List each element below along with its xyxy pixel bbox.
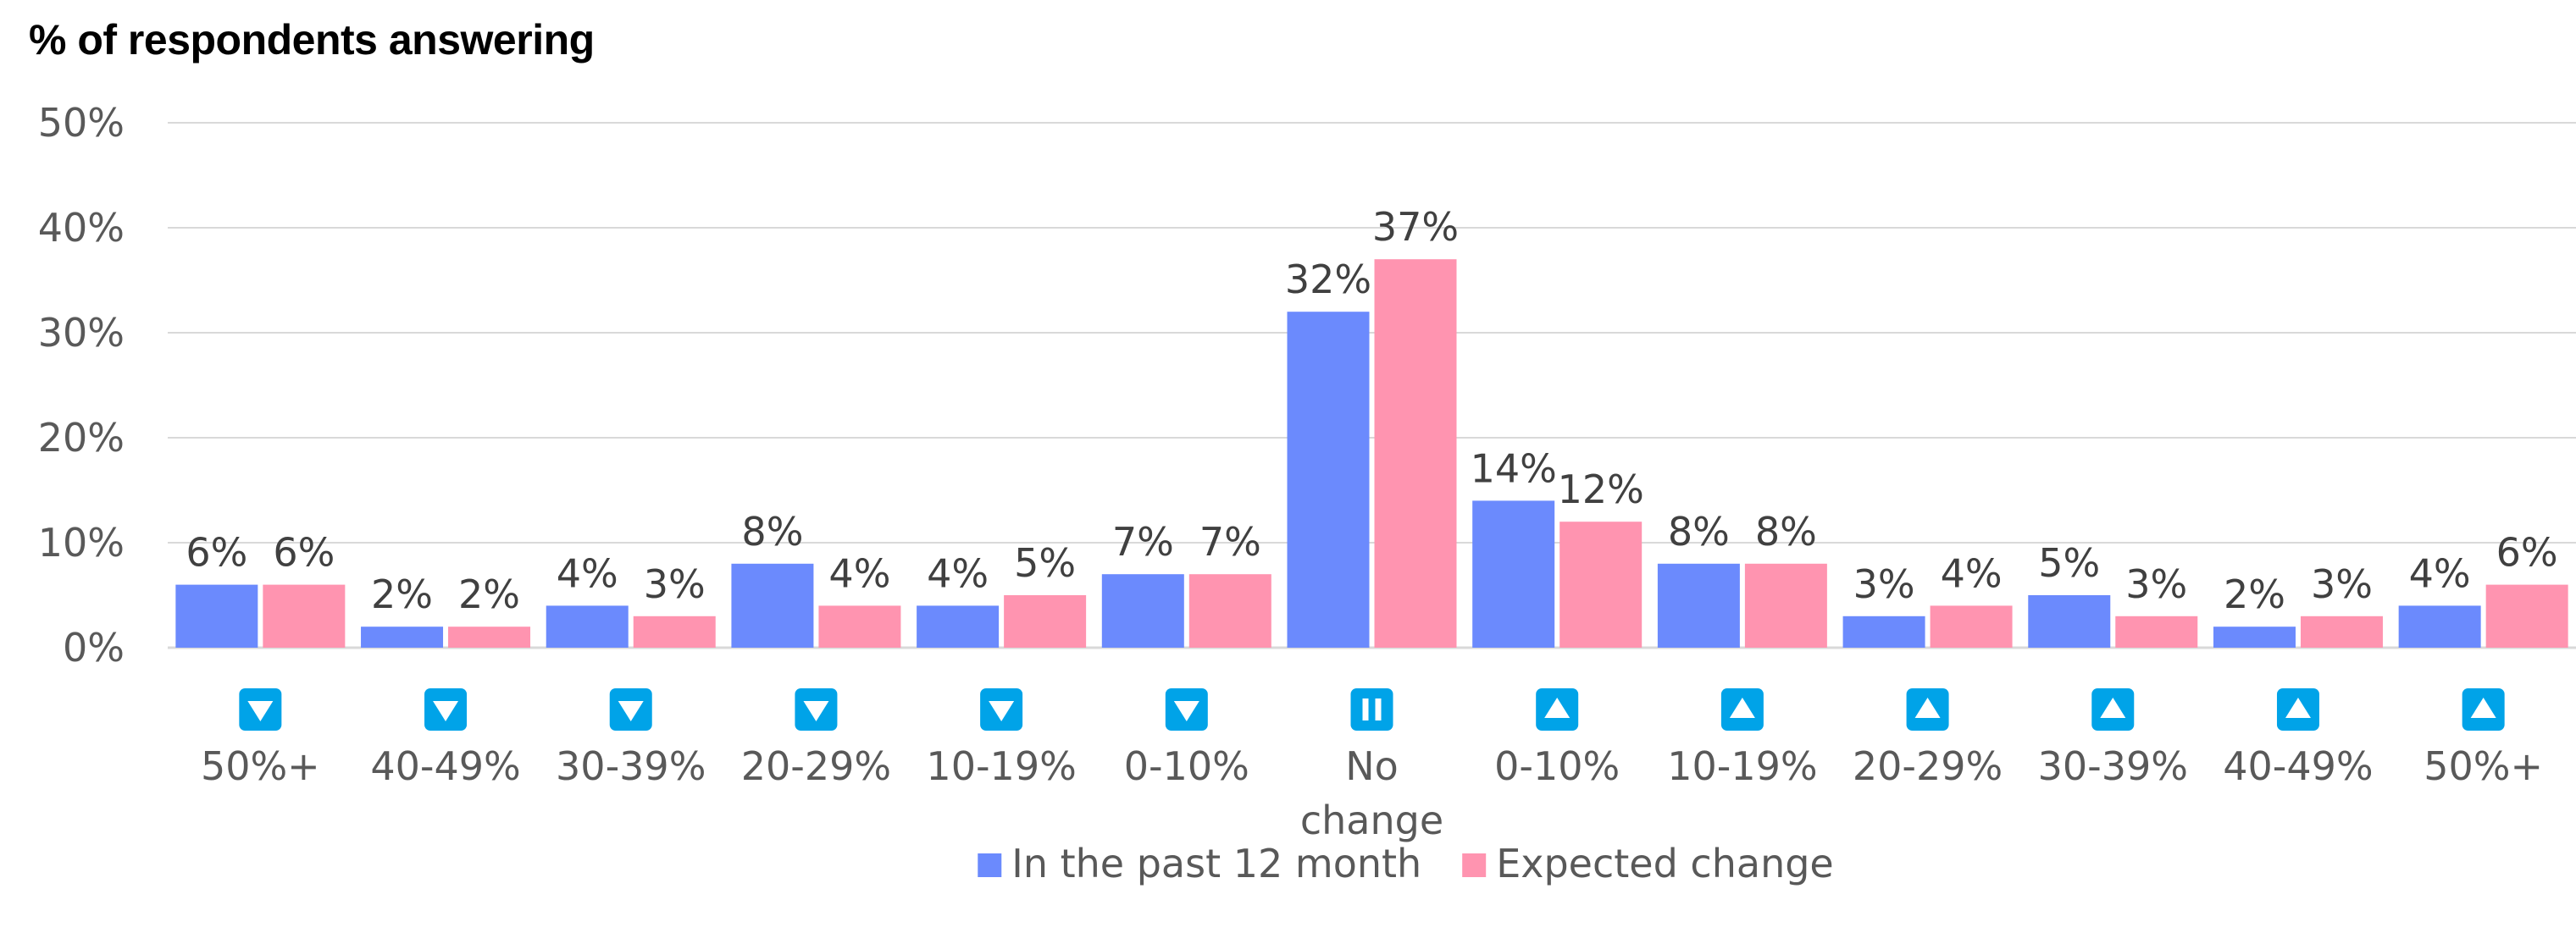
- bar-past-12-month: [1287, 312, 1370, 648]
- up-arrow-icon: [2462, 688, 2505, 731]
- data-labels: 6% 2% 4% 8% 4% 7% 32% 14% 8% 3% 5% 2% 4% 6% 2% 3% 4% 5% 7%…: [186, 204, 2557, 617]
- bar-expected-change: [1744, 563, 1827, 648]
- legend-item-past-12-month: In the past 12 month: [978, 841, 1421, 886]
- bar-past-12-month: [2028, 595, 2111, 648]
- chart-title: % of respondents answering: [29, 16, 595, 63]
- bar-expected-change: [818, 605, 901, 648]
- bar-past-12-month: [1657, 563, 1740, 648]
- down-arrow-icon: [239, 688, 282, 731]
- data-label: 5%: [2038, 540, 2100, 586]
- down-arrow-icon: [795, 688, 838, 731]
- bar-past-12-month: [1842, 616, 1925, 648]
- y-tick-label: 0%: [63, 625, 125, 671]
- category-label: 50%+: [2424, 743, 2543, 789]
- bar-expected-change: [263, 584, 346, 648]
- data-label: 8%: [741, 509, 803, 555]
- bar-expected-change: [1188, 574, 1271, 648]
- legend: In the past 12 month Expected change: [978, 841, 1834, 886]
- data-label: 2%: [371, 571, 433, 617]
- bar-expected-change: [2300, 616, 2383, 648]
- gridlines: [168, 122, 2576, 649]
- category-label: 20-29%: [1853, 743, 2003, 789]
- legend-item-expected-change: Expected change: [1462, 841, 1834, 886]
- data-label: 7%: [1199, 519, 1261, 565]
- bar-past-12-month: [1101, 574, 1184, 648]
- bar-expected-change: [1930, 605, 2013, 648]
- bar-past-12-month: [175, 584, 258, 648]
- legend-label: In the past 12 month: [1011, 841, 1421, 886]
- data-label: 4%: [927, 550, 989, 596]
- bar-expected-change: [2115, 616, 2198, 648]
- data-label: 8%: [1668, 509, 1730, 555]
- data-label: 2%: [458, 571, 520, 617]
- data-label: 3%: [2125, 561, 2187, 607]
- category-label: 30-39%: [2038, 743, 2188, 789]
- data-label: 7%: [1112, 519, 1174, 565]
- category-label: 40-49%: [370, 743, 520, 789]
- legend-label: Expected change: [1496, 841, 1834, 886]
- data-label: 32%: [1285, 257, 1371, 302]
- bar-past-12-month: [546, 605, 629, 648]
- y-tick-label: 30%: [38, 310, 125, 356]
- y-tick-label: 10%: [38, 520, 125, 566]
- data-label: 6%: [273, 530, 335, 576]
- y-tick-label: 20%: [38, 415, 125, 461]
- category-label: 0-10%: [1124, 743, 1249, 789]
- category-label: 30-39%: [556, 743, 706, 789]
- data-label: 5%: [1014, 540, 1076, 586]
- down-arrow-icon: [424, 688, 468, 731]
- up-arrow-icon: [1906, 688, 1949, 731]
- y-tick-label: 40%: [38, 205, 125, 251]
- down-arrow-icon: [609, 688, 652, 731]
- up-arrow-icon: [2276, 688, 2319, 731]
- data-label: 37%: [1372, 204, 1459, 250]
- bar-expected-change: [2485, 584, 2568, 648]
- bar-past-12-month: [361, 627, 444, 648]
- up-arrow-icon: [1536, 688, 1579, 731]
- down-arrow-icon: [1165, 688, 1208, 731]
- data-label: 3%: [2311, 561, 2373, 607]
- bar-expected-change: [1559, 522, 1643, 648]
- data-label: 3%: [644, 561, 706, 607]
- bar-past-12-month: [2213, 627, 2296, 648]
- category-label: No change: [1300, 743, 1443, 843]
- bar-past-12-month: [917, 605, 1000, 648]
- category-label: 40-49%: [2223, 743, 2373, 789]
- data-label: 12%: [1558, 466, 1644, 512]
- category-label: 10-19%: [1667, 743, 1817, 789]
- category-label: 0-10%: [1494, 743, 1620, 789]
- y-tick-label: 50%: [38, 100, 125, 146]
- down-arrow-icon: [980, 688, 1023, 731]
- bar-past-12-month: [1472, 500, 1555, 648]
- data-label: 3%: [1853, 561, 1915, 607]
- bar-expected-change: [1004, 595, 1087, 648]
- data-label: 8%: [1755, 509, 1817, 555]
- legend-swatch: [1462, 853, 1487, 877]
- data-label: 14%: [1471, 445, 1557, 491]
- bar-expected-change: [448, 627, 531, 648]
- data-label: 4%: [2409, 550, 2471, 596]
- pause-icon: [1350, 688, 1393, 731]
- category-label: 50%+: [201, 743, 320, 789]
- y-axis-ticks: 0% 10% 20% 30% 40% 50%: [38, 100, 125, 671]
- category-icons: [239, 688, 2505, 731]
- data-label: 6%: [186, 530, 247, 576]
- data-label: 4%: [828, 550, 890, 596]
- category-label: 20-29%: [741, 743, 891, 789]
- legend-swatch: [978, 853, 1002, 877]
- data-label: 2%: [2224, 571, 2285, 617]
- data-label: 4%: [1941, 550, 2003, 596]
- data-label: 4%: [557, 550, 618, 596]
- bar-expected-change: [1374, 259, 1457, 648]
- bar-past-12-month: [731, 563, 814, 648]
- up-arrow-icon: [1720, 688, 1764, 731]
- category-label: 10-19%: [926, 743, 1076, 789]
- bar-past-12-month: [2398, 605, 2481, 648]
- up-arrow-icon: [2091, 688, 2135, 731]
- bar-expected-change: [633, 616, 716, 648]
- bars: [175, 259, 2568, 648]
- data-label: 6%: [2496, 530, 2558, 576]
- category-labels: 50%+ 40-49% 30-39% 20-29% 10-19% 0-10% No chang…: [201, 743, 2543, 843]
